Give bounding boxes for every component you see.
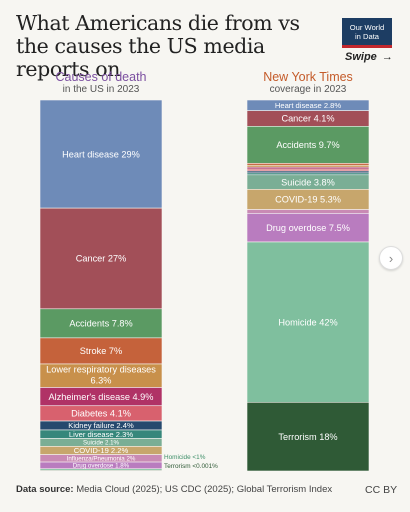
license-label: CC BY bbox=[365, 484, 398, 496]
deaths-drug-overdose-label: Drug overdose 1.8% bbox=[73, 463, 130, 470]
swipe-label: Swipe bbox=[345, 51, 377, 63]
nyt-homicide-bar bbox=[246, 241, 370, 403]
nyt-drug-overdose-label: Drug overdose 7.5% bbox=[266, 223, 350, 233]
deaths-stroke-label: Stroke 7% bbox=[80, 346, 122, 356]
deaths-accidents-bar bbox=[39, 308, 163, 339]
logo-line-1: Our World bbox=[349, 22, 385, 32]
next-slide-button[interactable]: › bbox=[379, 246, 403, 270]
deaths-cancer-label: Cancer 27% bbox=[76, 254, 127, 264]
right-column-title: New York Times bbox=[263, 70, 353, 84]
nyt-influenza-pneumonia-bar bbox=[246, 209, 370, 214]
deaths-kidney-failure-label: Kidney failure 2.4% bbox=[68, 421, 134, 430]
deaths-influenza-pneumonia-label: Influenza/Pneumonia 2% bbox=[67, 455, 136, 462]
nyt-terrorism-label: Terrorism 18% bbox=[278, 432, 337, 442]
deaths-liver-disease-label: Liver disease 2.3% bbox=[69, 430, 133, 439]
deaths-heart-disease-label: Heart disease 29% bbox=[62, 149, 140, 159]
nyt-cancer-label: Cancer 4.1% bbox=[281, 114, 334, 124]
data-source-text: Media Cloud (2025); US CDC (2025); Globa… bbox=[76, 484, 333, 495]
logo-line-2: in Data bbox=[354, 31, 380, 41]
deaths-homicide-label: Homicide <1% bbox=[164, 454, 206, 461]
nyt-heart-disease-label: Heart disease 2.8% bbox=[275, 101, 342, 110]
nyt-accidents-bar bbox=[246, 126, 370, 164]
nyt-terrorism-bar bbox=[246, 401, 370, 472]
nyt-covid-19-label: COVID-19 5.3% bbox=[275, 195, 341, 205]
deaths-suicide-label: Suicide 2.1% bbox=[83, 440, 120, 447]
our-world-in-data-logo[interactable]: Our World in Data bbox=[342, 18, 392, 48]
deaths-heart-disease-bar bbox=[39, 99, 163, 209]
left-column-subtitle: in the US in 2023 bbox=[62, 84, 140, 95]
nyt-homicide-label: Homicide 42% bbox=[278, 317, 337, 327]
deaths-covid-19-label: COVID-19 2.2% bbox=[74, 446, 129, 455]
deaths-terrorism-label: Terrorism <0.001% bbox=[164, 463, 218, 470]
deaths-stroke-bar bbox=[39, 337, 163, 365]
deaths-alzheimer-s-disease-label: Alzheimer's disease 4.9% bbox=[49, 392, 154, 402]
chevron-right-icon: › bbox=[388, 250, 394, 266]
deaths-diabetes-label: Diabetes 4.1% bbox=[71, 409, 131, 419]
deaths-accidents-label: Accidents 7.8% bbox=[69, 319, 132, 329]
deaths-terrorism-bar bbox=[39, 469, 163, 472]
deaths-cancer-bar bbox=[39, 207, 163, 310]
data-source: Data source: Media Cloud (2025); US CDC … bbox=[16, 484, 332, 495]
left-column-header: Causes of death in the US in 2023 bbox=[40, 70, 162, 96]
data-source-label: Data source: bbox=[16, 484, 74, 495]
arrow-right-icon: → bbox=[381, 51, 393, 63]
swipe-hint: Swipe → bbox=[345, 51, 393, 63]
right-column-header: New York Times coverage in 2023 bbox=[247, 70, 369, 96]
deaths-lower-respiratory-diseases-label: Lower respiratory diseases 6.3% bbox=[46, 365, 156, 386]
right-column-subtitle: coverage in 2023 bbox=[269, 84, 347, 95]
left-column-title: Causes of death bbox=[55, 70, 147, 84]
nyt-accidents-label: Accidents 9.7% bbox=[276, 140, 339, 150]
nyt-suicide-label: Suicide 3.8% bbox=[281, 177, 335, 187]
chart-title: What Americans die from vs the causes th… bbox=[16, 11, 300, 81]
